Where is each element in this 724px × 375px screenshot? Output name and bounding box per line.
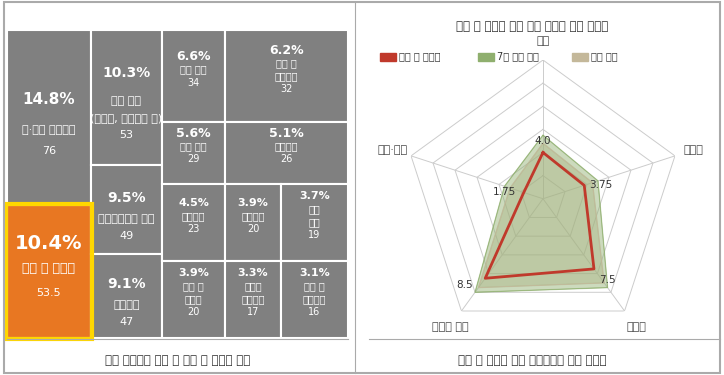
- Text: 관로 및 토공사: 관로 및 토공사: [399, 51, 440, 61]
- Bar: [7, 30, 90, 205]
- Text: 20: 20: [188, 307, 200, 317]
- Bar: [6, 204, 92, 339]
- Text: 5.1%: 5.1%: [269, 127, 303, 140]
- Text: 16: 16: [308, 307, 321, 317]
- Text: 전체 평균: 전체 평균: [591, 51, 618, 61]
- Bar: [225, 261, 281, 338]
- Text: 47: 47: [119, 317, 133, 327]
- Bar: [162, 30, 225, 122]
- Text: 관로 및 토공사: 관로 및 토공사: [22, 262, 75, 275]
- Text: 10.3%: 10.3%: [102, 66, 151, 80]
- Text: 전체 건설현장 사고 중 관로 및 토공사 비중: 전체 건설현장 사고 중 관로 및 토공사 비중: [105, 354, 250, 366]
- Text: 53: 53: [119, 129, 133, 140]
- Bar: [281, 184, 348, 261]
- Text: 1.75: 1.75: [493, 188, 516, 198]
- Text: 49: 49: [119, 231, 133, 241]
- Text: 관로 및 토공사 주요 사고 유형별 발생 위험도: 관로 및 토공사 주요 사고 유형별 발생 위험도: [456, 20, 608, 33]
- Text: 3.1%: 3.1%: [299, 268, 329, 278]
- Text: 건축물: 건축물: [244, 281, 262, 291]
- Bar: [225, 122, 348, 184]
- Text: 14.8%: 14.8%: [22, 92, 75, 106]
- Text: 수장공사: 수장공사: [274, 141, 298, 152]
- Text: 유리공사: 유리공사: [303, 294, 326, 304]
- Text: 3.9%: 3.9%: [237, 198, 269, 208]
- Bar: [225, 30, 348, 122]
- Text: 해체 및: 해체 및: [276, 58, 297, 68]
- Polygon shape: [475, 135, 607, 292]
- Text: 9.1%: 9.1%: [107, 277, 146, 291]
- Text: 철거공사: 철거공사: [274, 71, 298, 81]
- Bar: [162, 122, 225, 184]
- Text: 9.5%: 9.5%: [107, 190, 146, 205]
- Text: 29: 29: [188, 154, 200, 165]
- Text: 가설공사: 가설공사: [113, 300, 140, 310]
- Text: 티널 공사: 티널 공사: [180, 141, 207, 152]
- Text: 철골 공사: 철골 공사: [180, 64, 207, 75]
- Bar: [90, 165, 162, 255]
- Text: 3.75: 3.75: [589, 180, 613, 190]
- Text: 76: 76: [42, 147, 56, 156]
- Text: 관로 및 토공사 주요 사고유형별 발생 위험도: 관로 및 토공사 주요 사고유형별 발생 위험도: [458, 354, 607, 366]
- Text: 4.0: 4.0: [535, 136, 551, 146]
- Text: 기타 공사: 기타 공사: [111, 96, 141, 106]
- Text: 4.5%: 4.5%: [178, 198, 209, 208]
- Text: 3.9%: 3.9%: [178, 268, 209, 278]
- Text: 7대 공종 평균: 7대 공종 평균: [497, 51, 539, 61]
- Text: 금속공사: 금속공사: [241, 211, 265, 221]
- Bar: [7, 205, 90, 338]
- Text: 19: 19: [308, 230, 321, 240]
- Bar: [90, 30, 162, 165]
- Bar: [162, 184, 225, 261]
- Text: 5.6%: 5.6%: [176, 127, 211, 140]
- Text: 26: 26: [280, 154, 292, 165]
- Text: 3.3%: 3.3%: [237, 268, 269, 278]
- Text: 창호 및: 창호 및: [304, 281, 325, 291]
- Text: 철근콘크리트 공사: 철근콘크리트 공사: [98, 214, 155, 224]
- Text: 3.7%: 3.7%: [299, 191, 329, 201]
- Bar: [225, 184, 281, 261]
- Bar: [162, 261, 225, 338]
- Text: 돌공사: 돌공사: [185, 294, 202, 304]
- Text: 교량공사: 교량공사: [182, 211, 206, 221]
- Text: 타일 및: 타일 및: [183, 281, 204, 291]
- Text: 7.5: 7.5: [599, 275, 616, 285]
- Bar: [90, 255, 162, 338]
- Text: 공사: 공사: [308, 217, 320, 227]
- Text: 34: 34: [188, 78, 200, 88]
- Bar: [281, 261, 348, 338]
- Text: 53.5: 53.5: [37, 288, 62, 298]
- Text: 23: 23: [188, 224, 200, 234]
- Text: 8.5: 8.5: [456, 280, 473, 290]
- Text: 하천: 하천: [308, 204, 320, 214]
- Text: 32: 32: [280, 84, 292, 94]
- Polygon shape: [479, 143, 604, 288]
- Text: 부대공사: 부대공사: [241, 294, 265, 304]
- Text: 내·외부 마감공사: 내·외부 마감공사: [22, 125, 76, 135]
- Text: (목공사, 수장공사 등): (목공사, 수장공사 등): [90, 112, 162, 123]
- Text: 10.4%: 10.4%: [15, 234, 83, 253]
- Text: 6.6%: 6.6%: [176, 50, 211, 63]
- Text: 6.2%: 6.2%: [269, 44, 303, 57]
- Text: 17: 17: [247, 307, 259, 317]
- Text: 20: 20: [247, 224, 259, 234]
